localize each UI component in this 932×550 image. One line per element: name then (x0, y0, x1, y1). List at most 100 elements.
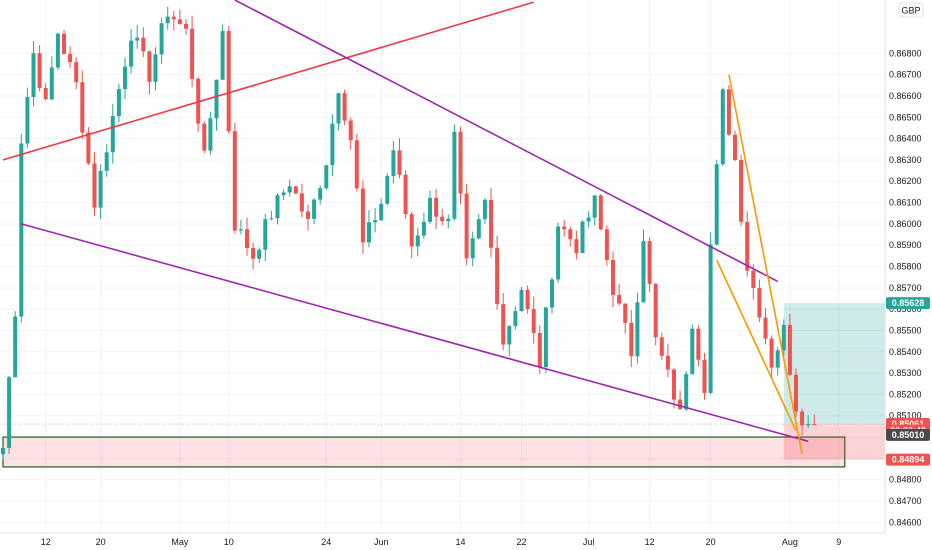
y-tick-label: 0.85400 (889, 347, 922, 357)
candle-body (543, 307, 548, 367)
x-tick-label: 14 (455, 537, 465, 547)
candle-body (421, 221, 426, 236)
wedge-upper-trendline[interactable] (234, 0, 779, 283)
candle-body (19, 143, 24, 317)
y-tick-label: 0.85300 (889, 368, 922, 378)
candle-body (482, 199, 487, 220)
candle (74, 57, 79, 90)
candle (153, 47, 158, 91)
candle (245, 217, 249, 256)
candle (434, 188, 439, 230)
candle (391, 141, 396, 184)
candle (495, 235, 500, 310)
candle-body (635, 302, 640, 357)
time-axis[interactable]: 12 20 May 10 24 Jun 14 22 Jul 12 20 Aug 9 (0, 532, 932, 550)
candle (476, 214, 481, 240)
candle-body (763, 317, 768, 339)
currency-button[interactable]: GBP (898, 2, 924, 18)
price-axis[interactable]: 0.86800 0.86700 0.86600 0.86500 0.86400 0.863… (884, 0, 932, 550)
candle (537, 325, 542, 374)
candle-body (37, 53, 42, 89)
candle (165, 6, 170, 30)
candle-body (330, 123, 335, 166)
candle-body (391, 150, 396, 176)
candle (757, 279, 762, 323)
candle (647, 237, 652, 292)
candle-body (580, 221, 585, 254)
candle (336, 92, 341, 131)
candle-body (476, 219, 481, 239)
resistance-trendline[interactable] (2, 1, 534, 161)
candle-body (226, 31, 231, 132)
candle-body (354, 140, 359, 189)
long-position-target-zone[interactable] (783, 303, 888, 425)
candle-body (98, 170, 103, 208)
candle-body (373, 220, 378, 223)
x-tick-label: Aug (782, 537, 798, 547)
candle (617, 283, 622, 306)
candle-body (299, 193, 304, 212)
wedge-lower-trendline[interactable] (21, 223, 809, 443)
candle-body (86, 132, 91, 164)
candle-body (25, 97, 30, 144)
drawing-zones[interactable] (0, 303, 888, 468)
candle-body (214, 79, 219, 119)
orange-trendline-2[interactable] (715, 259, 797, 432)
orange-trendline-1[interactable] (728, 74, 803, 455)
candle (141, 27, 146, 58)
demand-zone-box[interactable] (2, 436, 846, 468)
candle-body (751, 270, 756, 289)
y-tick-label: 0.86100 (889, 198, 922, 208)
candle (43, 83, 48, 101)
candle (733, 130, 737, 162)
candle-body (92, 163, 97, 208)
candle (220, 24, 225, 81)
candle-body (184, 23, 188, 29)
candle (318, 185, 323, 205)
candle (659, 332, 664, 360)
candle-body (495, 247, 500, 305)
candle (293, 185, 298, 195)
candle-body (726, 89, 731, 135)
candle (415, 227, 420, 257)
candle (464, 184, 469, 266)
candle-body (452, 131, 457, 219)
candle (751, 264, 756, 300)
candle-body (159, 23, 164, 55)
y-tick-label: 0.85200 (889, 389, 922, 399)
candle-body (129, 40, 134, 67)
candle-body (116, 89, 121, 117)
candle-body (110, 116, 115, 153)
candle-body (641, 241, 646, 303)
candle-body (665, 355, 670, 370)
candle (110, 103, 115, 164)
drawing-lines[interactable] (2, 0, 809, 455)
candle (672, 367, 676, 409)
candle (287, 179, 292, 197)
y-tick-label: 0.86800 (889, 48, 922, 58)
x-tick-label: 12 (41, 537, 51, 547)
candle (306, 204, 310, 231)
candle-body (672, 369, 676, 400)
candle-body (251, 248, 256, 259)
candle (360, 180, 365, 254)
candle (763, 308, 768, 345)
candle (720, 87, 725, 167)
candle (263, 213, 268, 262)
candle (775, 347, 780, 376)
x-tick-label: Jun (374, 537, 389, 547)
candle-body (49, 67, 54, 100)
candle (190, 16, 195, 88)
candle (519, 286, 524, 312)
candle (574, 230, 579, 260)
price-tag-bg (886, 297, 930, 310)
candle (208, 111, 213, 155)
long-position-stop-zone[interactable] (783, 424, 888, 460)
candle-body (800, 411, 805, 426)
candle-body (257, 249, 262, 259)
candle-body (153, 54, 158, 82)
candle-body (190, 28, 195, 79)
x-tick-label: 22 (516, 537, 526, 547)
